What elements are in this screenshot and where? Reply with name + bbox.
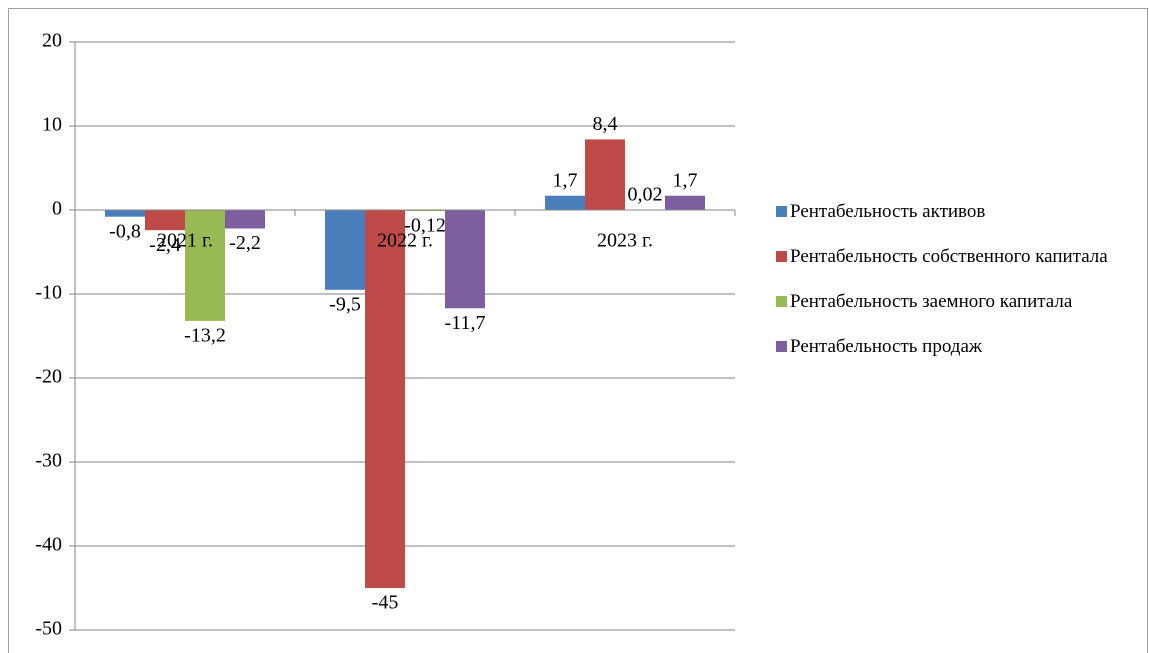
bar <box>105 210 145 217</box>
legend: Рентабельность активов Рентабельность соб… <box>776 196 1141 362</box>
legend-swatch <box>776 341 787 352</box>
bar <box>545 195 585 210</box>
bar <box>225 210 265 229</box>
legend-label: Рентабельность заемного капитала <box>790 291 1073 312</box>
y-tick-label: -10 <box>35 282 62 304</box>
y-tick-label: 0 <box>52 198 62 220</box>
value-label: -45 <box>372 592 399 614</box>
bar <box>445 210 485 309</box>
x-tick-label: 2023 г. <box>597 230 653 252</box>
value-label: 8,4 <box>593 113 618 135</box>
y-tick-label: -50 <box>35 618 62 640</box>
value-label: 1,7 <box>553 169 578 191</box>
value-label: -0,12 <box>404 215 446 237</box>
chart-border <box>8 8 1148 653</box>
bar <box>325 210 365 290</box>
legend-entry: Рентабельность активов <box>776 196 1141 227</box>
bar <box>405 210 445 212</box>
bar <box>185 210 225 321</box>
legend-entry: Рентабельность продаж <box>776 331 1141 362</box>
value-label: -2,4 <box>149 234 181 256</box>
legend-label: Рентабельность продаж <box>790 336 983 357</box>
legend-label: Рентабельность активов <box>790 201 986 222</box>
bar <box>365 210 405 588</box>
legend-swatch <box>776 296 787 307</box>
value-label: -9,5 <box>329 293 361 315</box>
value-label: -2,2 <box>229 232 261 254</box>
y-tick-label: 10 <box>42 114 62 136</box>
legend-label: Рентабельность собственного капитала <box>790 246 1108 267</box>
y-tick-label: -20 <box>35 366 62 388</box>
x-tick-label: 2021 г. <box>157 230 213 252</box>
value-label: -0,8 <box>109 220 141 242</box>
value-label: -11,7 <box>445 312 486 334</box>
y-tick-label: -40 <box>35 534 62 556</box>
bar <box>145 210 185 231</box>
y-tick-label: -30 <box>35 450 62 472</box>
legend-swatch <box>776 251 787 262</box>
x-tick-label: 2022 г. <box>377 230 433 252</box>
value-label: -13,2 <box>184 324 226 346</box>
value-label: 0,02 <box>628 183 663 205</box>
bar <box>665 195 705 210</box>
legend-entry: Рентабельность заемного капитала <box>776 286 1141 317</box>
legend-entry: Рентабельность собственного капитала <box>776 241 1141 272</box>
y-tick-label: 20 <box>42 30 62 52</box>
value-label: 1,7 <box>673 169 698 191</box>
legend-swatch <box>776 206 787 217</box>
bar <box>585 139 625 210</box>
